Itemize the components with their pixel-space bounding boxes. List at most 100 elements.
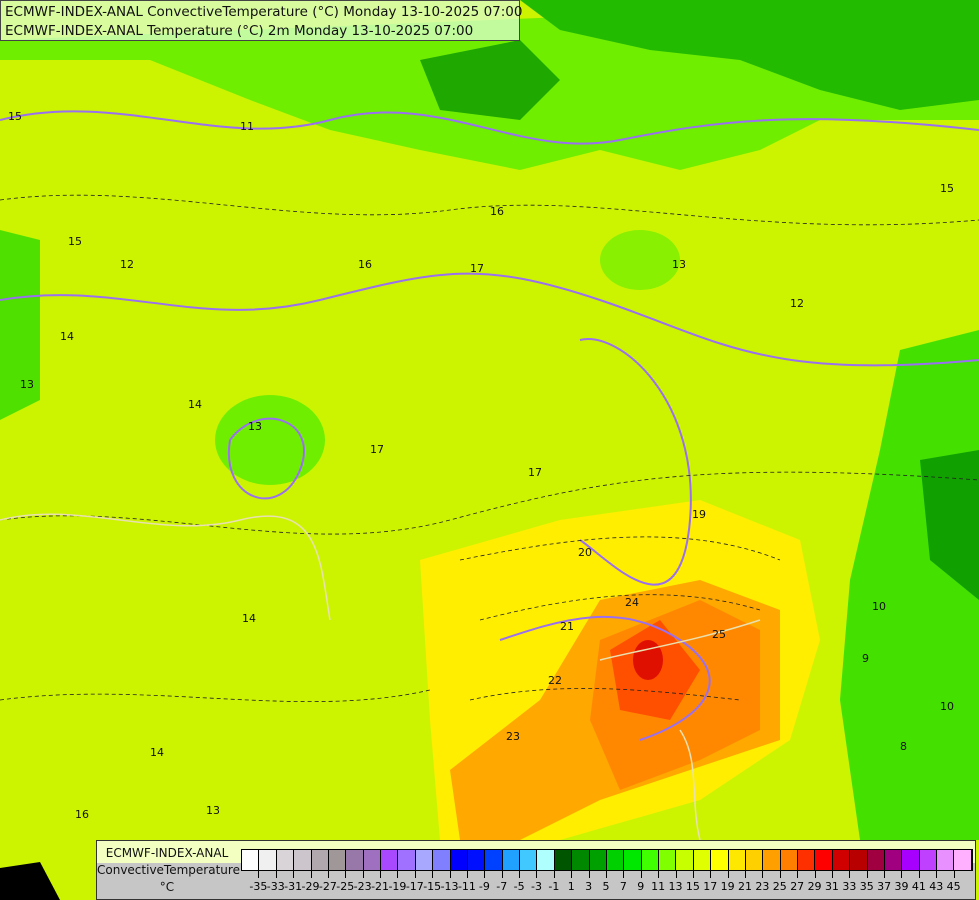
legend-swatch [554,850,573,870]
contour-label: 15 [68,235,82,248]
legend-swatch [902,850,920,870]
legend-tick-label: -35 [249,880,268,893]
green-region-west [0,230,40,420]
legend-swatch [728,850,746,870]
legend-tick [762,870,764,878]
legend-swatch [381,850,399,870]
legend-tick-label: -27 [318,880,337,893]
green-blob-center [600,230,680,290]
legend-tick-label: 31 [824,880,839,893]
legend-tick [779,870,781,878]
contour-label: 14 [150,746,164,759]
contour-label: 13 [206,804,220,817]
legend-swatch [798,850,816,870]
legend-tick-label: -15 [423,880,442,893]
legend-tick-label: 7 [619,880,627,893]
legend-tick-label: 9 [637,880,645,893]
dark-green-region-northeast [520,0,979,110]
legend-tick [362,870,364,878]
contour-label: 11 [240,120,254,133]
legend-tick [380,870,382,878]
legend-title: ECMWF-INDEX-ANAL ConvectiveTemperature °… [97,845,240,896]
legend-tick-label: 43 [929,880,944,893]
legend-swatch [954,850,972,870]
legend-tick [849,870,851,878]
contour-label: 14 [242,612,256,625]
legend-tick [397,870,399,878]
legend-tick-label: 15 [685,880,700,893]
legend-swatch [520,850,538,870]
contour-label: 21 [560,620,574,633]
legend-swatch [745,850,764,870]
legend-tick [553,870,555,878]
title-convective-temperature: ECMWF-INDEX-ANAL ConvectiveTemperature (… [5,4,523,20]
title-2m-temperature: ECMWF-INDEX-ANAL Temperature (°C) 2m Mon… [5,23,474,39]
legend-tick [275,870,277,878]
legend-swatch [346,850,364,870]
legend-tick-label: 37 [877,880,892,893]
legend-tick-label: 29 [807,880,822,893]
legend-tick-label: -9 [478,880,490,893]
legend-tick [623,870,625,878]
contour-label: 24 [625,596,639,609]
legend-tick [884,870,886,878]
legend-swatch [884,850,903,870]
legend-swatch [676,850,694,870]
legend-tick [449,870,451,878]
legend-model: ECMWF-INDEX-ANAL [105,846,229,860]
legend-tick [414,870,416,878]
legend-swatch [259,850,277,870]
legend-tick-label: -19 [388,880,407,893]
legend-tick-label: 13 [668,880,683,893]
contour-label: 15 [8,110,22,123]
legend-tick [501,870,503,878]
legend-swatch [867,850,885,870]
legend-tick-label: 25 [772,880,787,893]
contour-label: 12 [120,258,134,271]
legend-tick [901,870,903,878]
legend-swatch [294,850,312,870]
legend-tick [953,870,955,878]
legend-tick-label: 41 [911,880,926,893]
legend-tick-label: 27 [790,880,805,893]
contour-label: 17 [528,466,542,479]
color-bar-ticks: -35 -33 -31 -29 -27 -25 -23 -21 -19 -17 -15 -13 -11-… [241,870,979,900]
contour-label: 8 [900,740,907,753]
legend-swatch [502,850,520,870]
contour-label: 16 [358,258,372,271]
legend-tick-label: 35 [859,880,874,893]
legend-swatch [641,850,659,870]
legend-tick [831,870,833,878]
legend-swatch [659,850,677,870]
legend-tick-label: 1 [567,880,575,893]
legend-tick-label: -31 [284,880,303,893]
legend-tick [692,870,694,878]
legend-swatch [433,850,451,870]
legend-swatch [711,850,729,870]
legend-tick [536,870,538,878]
legend-swatch [624,850,642,870]
legend-swatch [589,850,607,870]
legend-tick-label: -17 [405,880,424,893]
green-blob-west [215,395,325,485]
contour-label: 25 [712,628,726,641]
legend-tick-label: -21 [371,880,390,893]
contour-label: 14 [60,330,74,343]
contour-label: 23 [506,730,520,743]
dark-green-east [920,450,979,600]
map-title: ECMWF-INDEX-ANAL ConvectiveTemperature (… [0,0,523,41]
legend-swatch [242,850,260,870]
dark-green-north [420,40,560,120]
legend-tick-label: -33 [266,880,285,893]
legend-tick [258,870,260,878]
contour-label: 12 [790,297,804,310]
legend-tick-label: -3 [530,880,542,893]
legend-tick [918,870,920,878]
legend-swatch [467,850,486,870]
legend-tick-label: -7 [496,880,508,893]
legend-tick-label: 39 [894,880,909,893]
legend-tick [588,870,590,878]
color-bar [241,849,973,871]
legend-tick [675,870,677,878]
